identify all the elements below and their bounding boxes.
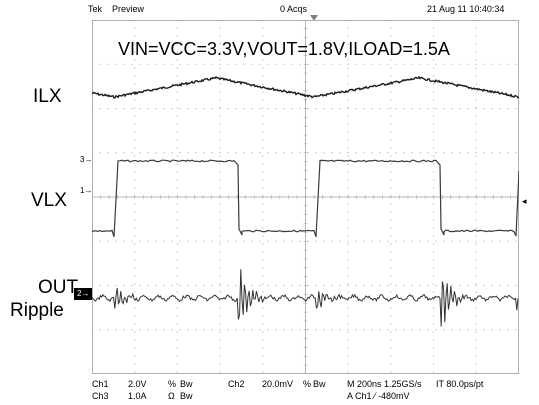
ch1-label: Ch1	[92, 379, 109, 389]
ch2-label: Ch2	[228, 379, 245, 389]
mode-label: Preview	[112, 4, 145, 14]
ch3-bw-label: Bw	[180, 391, 193, 401]
trigger-readout: A Ch1 ⁄ -480mV	[347, 391, 410, 401]
test-conditions-annotation: VIN=VCC=3.3V,VOUT=1.8V,ILOAD=1.5A	[118, 39, 450, 59]
datetime-label: 21 Aug 11 10:40:34	[427, 4, 505, 14]
ilx-label: ILX	[33, 86, 62, 107]
ch2-scale: 20.0mV	[262, 379, 294, 389]
out-label: OUT	[38, 277, 79, 298]
ch3-coupling-icon: Ω	[168, 391, 175, 401]
ch1-coupling-icon: %	[168, 379, 177, 389]
vlx-trace	[92, 159, 519, 238]
ch3-label: Ch3	[92, 391, 109, 401]
timebase-readout: M 200ns 1.25GS/s	[347, 379, 422, 389]
ch1-scale: 2.0V	[128, 379, 147, 389]
ch2-bw-label: Bw	[313, 379, 326, 389]
scope-graticule	[92, 20, 519, 374]
vlx-label: VLX	[31, 190, 67, 211]
ch2-coupling-icon: %	[303, 379, 312, 389]
trigger-position-marker	[310, 15, 318, 21]
ch2-marker: 2→	[74, 288, 93, 300]
out-ripple-trace	[92, 269, 519, 327]
grid-lines	[92, 20, 519, 374]
ripple-label: Ripple	[10, 300, 64, 321]
ch1-marker: 1→	[80, 186, 93, 195]
ilx-trace	[92, 75, 519, 99]
ch3-scale: 1.0A	[128, 391, 147, 401]
ch3-marker: 3→	[80, 155, 93, 164]
acquisition-count: 0 Acqs	[280, 4, 308, 14]
record-readout: IT 80.0ps/pt	[436, 379, 484, 389]
brand-label: Tek	[88, 4, 103, 14]
ch1-bw-label: Bw	[180, 379, 193, 389]
trigger-level-marker: ◂	[522, 196, 527, 206]
